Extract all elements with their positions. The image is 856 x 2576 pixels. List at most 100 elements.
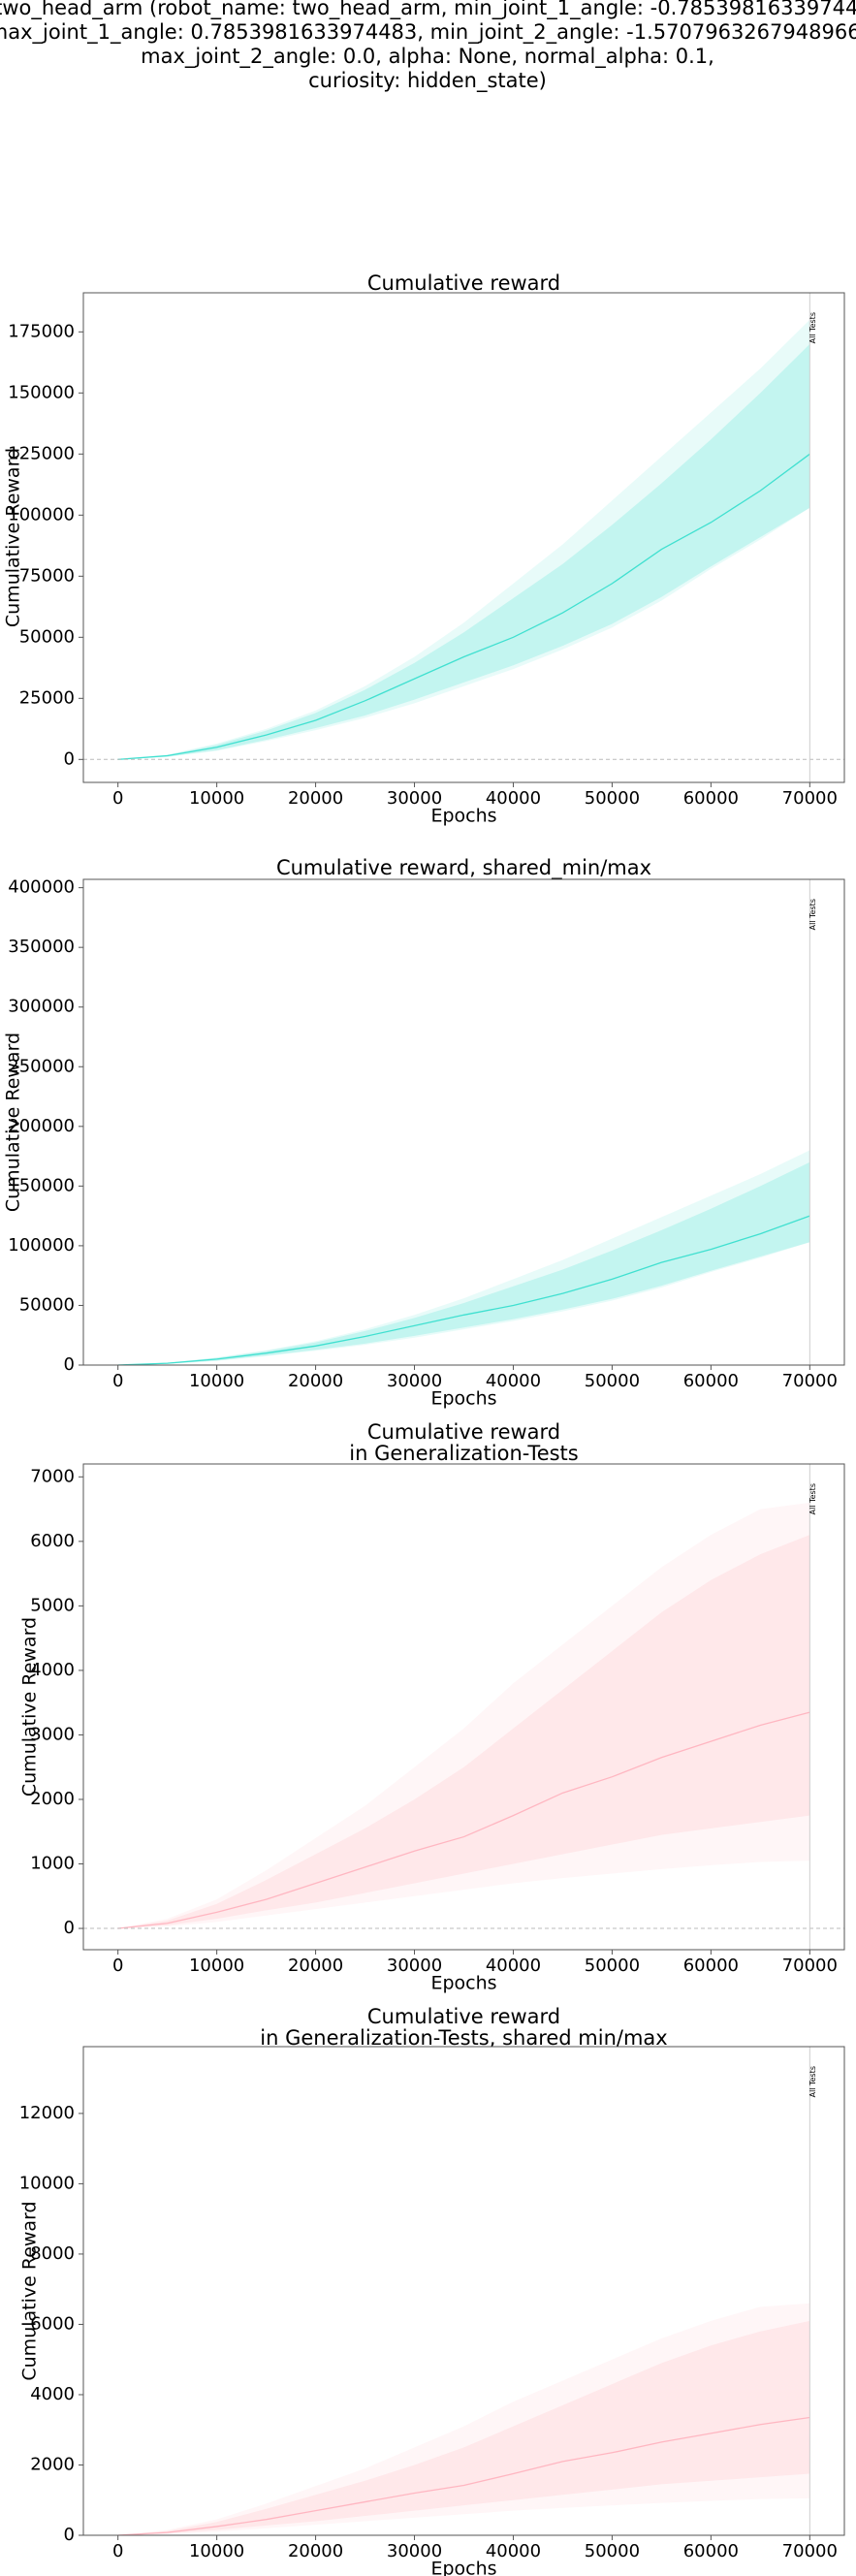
y-tick-label: 350000 [8,937,75,957]
x-tick-label: 10000 [189,2541,244,2561]
x-tick-label: 20000 [288,2541,343,2561]
figure-title: max_joint_2_angle: 0.0, alpha: None, nor… [141,45,714,69]
axes-frame [82,878,845,1366]
y-tick-label: 0 [64,748,75,769]
x-tick-label: 50000 [585,1956,640,1976]
y-axis-label: Cumulative Reward [19,1617,41,1797]
y-tick-label: 25000 [19,687,75,708]
plot-area [117,1150,810,1365]
x-tick-label: 50000 [585,788,640,809]
x-tick-label: 70000 [782,1371,838,1391]
band [117,1535,810,1929]
x-tick-label: 40000 [486,788,541,809]
figure-title: curiosity: hidden_state) [308,69,547,93]
annotation-label: All Tests [808,2066,817,2097]
y-axis-label: Cumulative Reward [3,448,24,627]
y-tick-label: 7000 [30,1466,75,1486]
y-tick-label: 4000 [30,1660,75,1680]
x-tick-label: 10000 [189,788,244,809]
x-tick-label: 30000 [387,1371,442,1391]
y-tick-label: 2000 [30,1789,75,1809]
chart-title: Cumulative reward, shared_min/max [276,856,651,880]
y-tick-label: 0 [64,1354,75,1375]
x-tick-label: 60000 [683,1371,739,1391]
plot-area [117,2303,810,2535]
x-tick-label: 20000 [288,1371,343,1391]
chart-title: Cumulative reward [367,2005,560,2028]
x-tick-label: 10000 [189,1371,244,1391]
chart-title: in Generalization-Tests [349,1442,578,1465]
y-tick-label: 8000 [30,2243,75,2264]
annotation-label: All Tests [808,899,817,930]
x-tick-label: 60000 [683,2541,739,2561]
y-tick-label: 400000 [8,877,75,898]
x-axis-label: Epochs [430,1973,496,1994]
y-tick-label: 100000 [8,504,75,525]
x-tick-label: 30000 [387,788,442,809]
x-tick-label: 20000 [288,788,343,809]
axes-frame [82,2046,845,2536]
y-tick-label: 300000 [8,997,75,1017]
y-tick-label: 150000 [8,1175,75,1195]
y-tick-label: 0 [64,2525,75,2545]
annotation-label: All Tests [808,1483,817,1514]
figure-title: max_joint_1_angle: 0.7853981633974483, m… [0,20,856,45]
band [117,1150,810,1365]
x-axis-label: Epochs [430,2559,496,2576]
annotation-label: All Tests [808,312,817,343]
x-tick-label: 40000 [486,2541,541,2561]
band [117,319,810,760]
mean-line [117,1215,810,1365]
x-tick-label: 70000 [782,2541,838,2561]
x-tick-label: 0 [112,1956,123,1976]
axes-frame [82,292,845,783]
y-axis-label: Cumulative Reward [3,1033,24,1212]
x-tick-label: 10000 [189,1956,244,1976]
mean-line [117,1711,810,1929]
chart-title: in Generalization-Tests, shared min/max [260,2026,667,2050]
plot-area [117,319,810,760]
x-tick-label: 50000 [585,1371,640,1391]
mean-line [117,2416,810,2535]
x-tick-label: 20000 [288,1956,343,1976]
y-tick-label: 4000 [30,2384,75,2404]
y-tick-label: 150000 [8,382,75,402]
y-tick-label: 5000 [30,1595,75,1615]
band [117,2303,810,2535]
y-tick-label: 12000 [19,2103,75,2123]
y-tick-label: 75000 [19,565,75,586]
x-tick-label: 60000 [683,788,739,809]
x-tick-label: 30000 [387,1956,442,1976]
y-tick-label: 3000 [30,1724,75,1744]
y-tick-label: 6000 [30,1531,75,1551]
plot-area [117,1502,810,1929]
y-axis-label: Cumulative Reward [19,2201,41,2380]
y-tick-label: 2000 [30,2454,75,2474]
x-tick-label: 70000 [782,1956,838,1976]
x-tick-label: 60000 [683,1956,739,1976]
band [117,2320,810,2535]
y-tick-label: 250000 [8,1056,75,1076]
x-axis-label: Epochs [430,1388,496,1410]
band [117,1161,810,1365]
figure-title: ef_two_head_arm (robot_name: two_head_ar… [0,0,856,20]
mean-line [117,453,810,760]
band [117,1502,810,1929]
y-tick-label: 50000 [19,1294,75,1315]
y-tick-label: 175000 [8,321,75,341]
y-tick-label: 6000 [30,2313,75,2334]
x-tick-label: 40000 [486,1371,541,1391]
chart-title: Cumulative reward [367,1420,560,1444]
y-tick-label: 125000 [8,443,75,463]
x-axis-label: Epochs [430,806,496,827]
y-tick-label: 50000 [19,626,75,647]
band [117,343,810,760]
y-tick-label: 1000 [30,1854,75,1874]
x-tick-label: 50000 [585,2541,640,2561]
y-tick-label: 200000 [8,1116,75,1136]
x-tick-label: 30000 [387,2541,442,2561]
axes-frame [82,1463,845,1951]
y-tick-label: 100000 [8,1235,75,1256]
chart-title: Cumulative reward [367,271,560,295]
